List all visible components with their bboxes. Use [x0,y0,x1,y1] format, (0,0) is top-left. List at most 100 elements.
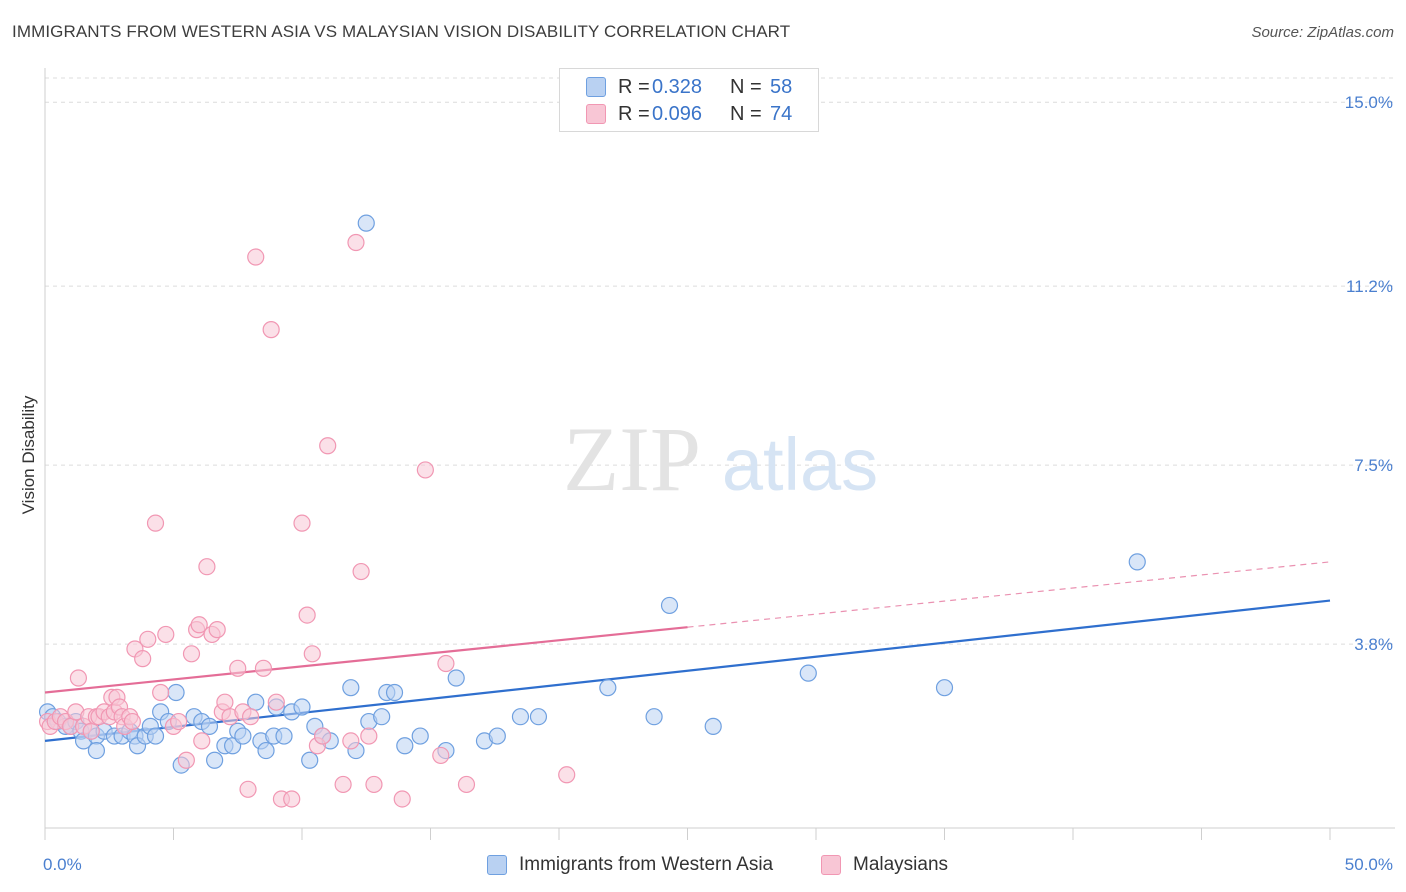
watermark-atlas: atlas [722,423,878,506]
y-tick-label: 3.8% [1354,635,1393,654]
data-point-malaysians [365,775,383,794]
data-point-western-asia [447,669,465,687]
data-point-malaysians [190,616,208,634]
data-points [38,214,1146,808]
data-point-western-asia [660,596,679,615]
series-legend-malaysians: Malaysians [821,853,948,877]
data-point-western-asia [529,708,548,726]
data-point-malaysians [342,732,360,750]
legend-n-label: N = [730,75,762,98]
data-point-western-asia [1128,553,1146,571]
data-point-western-asia [411,727,429,745]
data-point-malaysians [229,659,247,677]
axes [44,68,1395,840]
data-point-western-asia [146,727,165,745]
data-point-malaysians [198,558,216,576]
y-tick-labels: 3.8% 7.5% 11.2% 15.0% [1345,93,1393,654]
data-point-malaysians [208,621,226,639]
legend-r-value: 0.328 [652,75,703,98]
x-tick-labels: 0.0% 50.0% [43,855,1393,874]
data-point-malaysians [134,650,152,668]
data-point-malaysians [182,645,201,663]
y-axis-label: Vision Disability [19,395,38,514]
data-point-malaysians [416,461,434,479]
data-point-western-asia [799,664,817,682]
data-point-western-asia [206,751,224,769]
data-point-western-asia [342,679,360,697]
y-tick-label: 15.0% [1345,93,1393,112]
data-point-malaysians [360,727,378,745]
data-point-malaysians [262,321,280,339]
data-point-western-asia [275,727,293,745]
data-point-western-asia [645,708,663,726]
data-point-western-asia [488,727,506,745]
data-point-western-asia [396,737,414,755]
trend-line-extension [687,561,1331,628]
data-point-malaysians [157,625,175,644]
data-point-western-asia [357,214,375,232]
data-point-malaysians [393,790,411,808]
data-point-western-asia [301,751,319,769]
data-point-malaysians [313,727,332,745]
legend-swatch-blue [586,77,606,97]
data-point-western-asia [257,741,275,760]
data-point-malaysians [457,775,476,794]
data-point-malaysians [69,669,88,687]
data-point-malaysians [267,693,285,711]
legend-r-label: R = [618,75,650,98]
chart-title: IMMIGRANTS FROM WESTERN ASIA VS MALAYSIA… [12,22,791,41]
data-point-malaysians [242,708,260,726]
trend-lines [44,561,1331,742]
data-point-malaysians [123,712,141,731]
series-swatch-pink [821,855,841,875]
data-point-malaysians [139,630,157,648]
data-point-western-asia [200,717,219,735]
trend-line [44,626,688,694]
data-point-malaysians [247,248,265,266]
data-point-malaysians [293,514,311,532]
watermark: ZIP atlas [563,408,878,510]
data-point-malaysians [82,722,100,740]
y-tick-label: 7.5% [1354,456,1393,475]
legend-swatch-pink [586,104,606,124]
data-point-western-asia [87,741,106,760]
data-point-malaysians [146,514,165,532]
trend-line [44,599,1331,742]
data-point-western-asia [704,717,722,735]
data-point-malaysians [193,732,211,750]
data-point-western-asia [385,683,404,702]
data-point-malaysians [216,693,234,711]
data-point-malaysians [239,780,257,798]
correlation-legend: R = 0.328 N = 58 R = 0.096 N = 74 [559,68,819,132]
watermark-zip: ZIP [563,408,701,510]
data-point-western-asia [373,708,391,726]
data-point-malaysians [298,606,316,624]
data-point-malaysians [170,712,188,731]
data-point-western-asia [511,708,530,726]
y-tick-label: 11.2% [1346,277,1393,296]
data-point-malaysians [319,437,337,455]
data-point-malaysians [352,562,370,581]
x-tick-label: 0.0% [43,855,82,874]
legend-n-value: 58 [770,75,793,98]
data-point-western-asia [935,679,954,697]
data-point-western-asia [293,698,311,716]
data-point-malaysians [432,746,450,765]
data-point-malaysians [558,766,576,784]
chart-source: Source: ZipAtlas.com [1251,24,1394,41]
data-point-malaysians [347,233,365,252]
data-point-malaysians [437,654,455,673]
legend-n-label: N = [730,102,762,125]
series-label: Immigrants from Western Asia [519,854,774,875]
legend-n-value: 74 [770,102,793,125]
legend-row-malaysians: R = 0.096 N = 74 [586,102,792,126]
data-point-malaysians [152,683,170,702]
data-point-malaysians [303,645,321,663]
gridlines [45,77,1395,645]
series-swatch-blue [487,855,507,875]
series-label: Malaysians [853,854,949,875]
data-point-western-asia [234,727,252,745]
data-point-western-asia [599,679,617,697]
data-point-western-asia [167,683,185,702]
